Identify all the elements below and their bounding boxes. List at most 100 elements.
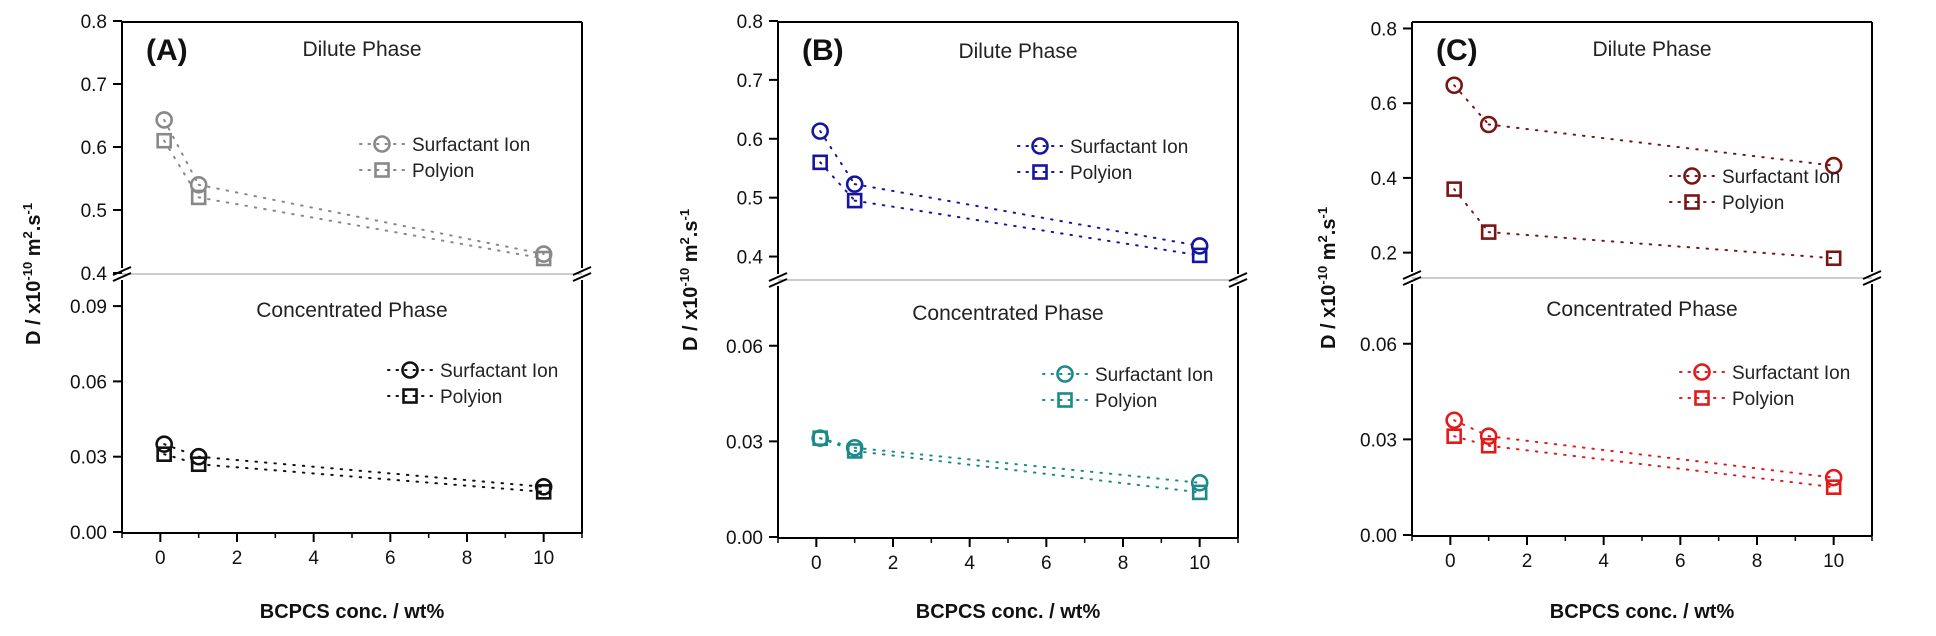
axis-break-mark-left	[1402, 276, 1422, 286]
data-point-circle	[155, 435, 173, 453]
legend-marker-square	[1057, 392, 1073, 408]
y-tick-label: 0.8	[737, 12, 763, 33]
panel-letter: (A)	[146, 34, 188, 67]
data-point-circle	[1824, 156, 1843, 175]
y-axis-title-part: -1	[1315, 207, 1330, 219]
data-point-circle	[1479, 427, 1498, 445]
y-tick-label: 0.2	[1371, 244, 1397, 265]
data-point-square	[1446, 428, 1462, 444]
y-axis-title-part: .s	[23, 215, 45, 232]
axis-break-mark-right	[1228, 272, 1248, 282]
y-axis-title-part: D / x10	[23, 281, 45, 345]
y-tick-label: 0.6	[1371, 94, 1397, 115]
dilute-phase-title: Dilute Phase	[958, 40, 1077, 63]
legend-label: Surfactant Ion	[1732, 363, 1850, 384]
y-tick-label: 0.6	[81, 138, 107, 159]
axis-break-mark-right	[572, 272, 592, 282]
data-point-square	[535, 250, 552, 267]
x-tick-label: 4	[308, 548, 319, 569]
data-point-square	[156, 446, 172, 462]
y-axis-title-part: -10	[677, 268, 692, 287]
y-axis-title-part: m	[1318, 242, 1340, 265]
legend-label: Surfactant Ion	[1095, 365, 1213, 386]
legend-marker-circle	[1693, 363, 1711, 381]
panel-letter: (C)	[1436, 34, 1478, 67]
legend-marker-square	[1684, 194, 1700, 210]
data-point-square	[1191, 484, 1208, 501]
series-line-square	[853, 199, 1201, 257]
legend-label: Polyion	[1722, 193, 1784, 214]
data-point-square	[535, 484, 552, 500]
y-axis-title-part: D / x10	[680, 287, 702, 351]
data-point-circle	[189, 176, 208, 194]
y-tick-label: 0.7	[737, 71, 763, 92]
axis-break-mark-right	[1862, 270, 1882, 280]
series-line-square	[197, 463, 545, 493]
panel-b: 0 2 4 6 8 10 BCPCS conc. / wt% 0.4 0.5 0.6 0.7 0.8 D…	[677, 12, 1248, 623]
legend-marker-circle	[1031, 137, 1049, 155]
series-line-square	[1487, 231, 1835, 260]
legend-label: Surfactant Ion	[1070, 137, 1188, 158]
data-point-square	[1191, 247, 1208, 264]
y-axis-title-part: .s	[1318, 219, 1340, 236]
y-tick-label: 0.00	[70, 523, 107, 544]
y-axis-title-part: -10	[1315, 266, 1330, 285]
y-axis-title-part: 2	[1315, 235, 1330, 242]
x-tick-label: 2	[1522, 551, 1533, 572]
y-axis-title: D / x10-10 m2.s-1	[20, 203, 45, 345]
series-line-circle	[853, 446, 1201, 484]
legend-label: Surfactant Ion	[1722, 167, 1840, 188]
data-point-square	[1480, 224, 1497, 240]
y-tick-label: 0.06	[70, 372, 107, 393]
y-tick-label: 0.4	[737, 248, 764, 269]
y-tick-label: 0.06	[1360, 335, 1397, 356]
y-axis-title: D / x10-10 m2.s-1	[1315, 207, 1340, 349]
data-point-circle	[155, 111, 173, 129]
y-tick-label: 0.7	[81, 75, 107, 96]
x-tick-label: 0	[811, 553, 822, 574]
y-tick-label: 0.8	[81, 12, 107, 33]
x-tick-label: 8	[462, 548, 473, 569]
legend-label: Polyion	[1095, 391, 1157, 412]
x-tick-label: 4	[964, 553, 975, 574]
data-point-circle	[1445, 76, 1463, 95]
legend-marker-square	[1694, 390, 1710, 406]
y-tick-label: 0.8	[1371, 19, 1397, 40]
y-axis-title-part: 2	[20, 231, 35, 238]
x-tick-label: 2	[888, 553, 899, 574]
y-tick-label: 0.6	[737, 130, 763, 151]
axis-break-mark-left	[768, 278, 788, 288]
data-point-square	[1446, 181, 1462, 197]
y-axis-title-part: -1	[20, 203, 35, 215]
legend-label: Polyion	[1732, 389, 1794, 410]
data-point-square	[846, 443, 863, 459]
x-tick-label: 6	[1041, 553, 1052, 574]
axis-break-mark-left	[768, 272, 788, 282]
panel-a: 0 2 4 6 8 10 BCPCS conc. / wt% 0.4 0.5 0.6 0.7 0.8 D…	[20, 12, 592, 623]
data-point-circle	[1190, 474, 1209, 492]
data-point-square	[1825, 250, 1842, 267]
x-axis-title: BCPCS conc. / wt%	[260, 601, 445, 623]
legend-label: Polyion	[1070, 163, 1132, 184]
axis-break-mark-left	[112, 272, 132, 282]
x-tick-label: 10	[1823, 551, 1844, 572]
x-tick-label: 6	[385, 548, 396, 569]
legend-label: Surfactant Ion	[412, 135, 530, 156]
data-point-circle	[1479, 115, 1498, 134]
data-point-square	[812, 430, 828, 446]
y-axis-title-part: -10	[20, 262, 35, 281]
series-line-square	[163, 139, 200, 199]
y-axis-title-part: 2	[677, 237, 692, 244]
y-axis-title-part: -1	[677, 209, 692, 221]
y-tick-label: 0.03	[1360, 430, 1397, 451]
data-point-square	[846, 192, 863, 209]
data-point-square	[812, 154, 828, 171]
y-tick-label: 0.09	[70, 297, 107, 318]
x-axis-title: BCPCS conc. / wt%	[1550, 601, 1735, 623]
series-line-circle	[163, 443, 200, 458]
series-line-square	[163, 453, 200, 466]
legend-marker-square	[402, 388, 418, 404]
x-tick-label: 0	[1445, 551, 1456, 572]
y-tick-label: 0.03	[726, 432, 763, 453]
